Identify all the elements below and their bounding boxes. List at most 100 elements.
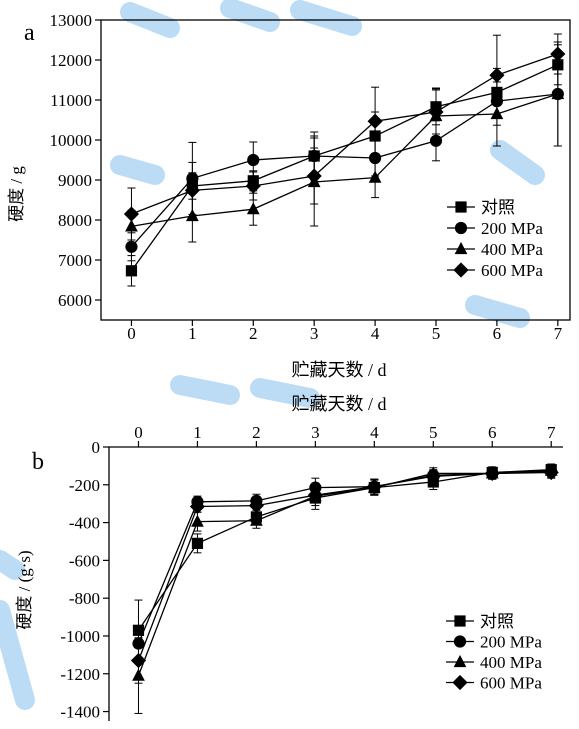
panel-b-x-tick-label: 1 — [193, 423, 202, 442]
panel-b-x-tick-label: 2 — [252, 423, 261, 442]
panel-b-600mpa-point — [543, 464, 559, 481]
panel-b-legend-600mpa: 600 MPa — [446, 674, 542, 693]
panel-a-legend-400mpa-marker — [454, 241, 468, 255]
panel-a-frame — [100, 19, 571, 321]
panel-b: b 硬度 / (g·s) 贮藏天数 / d 0 1 2 3 4 5 6 7 0 -200 -400 -… — [15, 394, 563, 722]
panel-b-control-point — [132, 624, 145, 636]
panel-a-x-tick-label: 2 — [249, 324, 258, 343]
panel-a-400mpa-point — [490, 106, 504, 120]
panel-b-400mpa-point — [191, 514, 204, 527]
panel-a-legend: 对照 200 MPa 400 MPa 600 MPa — [447, 198, 543, 280]
panel-b-600mpa-point — [425, 468, 441, 484]
panel-a-ticks: 0 1 2 3 4 5 6 7 6000 7000 8000 9000 10000 11000 12000 1… — [50, 11, 563, 343]
panel-b-legend-control-label: 对照 — [480, 612, 514, 631]
panel-a-legend-control-label: 对照 — [481, 198, 515, 217]
panel-b-y-tick-label: -1000 — [60, 627, 100, 646]
panel-a-y-tick-label: 13000 — [50, 11, 93, 30]
panel-b-600mpa-point — [248, 498, 264, 514]
panel-a-legend-200mpa: 200 MPa — [447, 219, 543, 238]
panel-b-x-tick-label: 0 — [134, 423, 143, 442]
panel-b-200mpa-point — [132, 637, 145, 650]
panel-a-legend-200mpa-marker — [454, 221, 468, 235]
panel-a-y-tick-label: 7000 — [58, 251, 92, 270]
panel-b-series-lines — [137, 469, 552, 676]
panel-a-legend-control: 对照 — [447, 198, 515, 217]
panel-b-x-tick-label: 6 — [488, 423, 497, 442]
panel-b-y-tick-label: -600 — [69, 551, 100, 570]
panel-b-x-tick-label: 4 — [370, 423, 379, 442]
panel-b-legend-400mpa-marker — [453, 654, 467, 668]
panel-a-control-point — [125, 265, 138, 277]
panel-b-y-tick-label: -1200 — [60, 665, 100, 684]
panel-a-y-tick-label: 9000 — [58, 171, 92, 190]
panel-a-400mpa-point — [368, 170, 382, 183]
panel-a-control-line — [130, 64, 559, 272]
panel-b-y-tick-label: -1400 — [60, 703, 100, 722]
panel-a-letter: a — [24, 20, 35, 46]
panel-a-200mpa-line — [130, 93, 558, 248]
panel-a-xlabel: 贮藏天数 / d — [291, 360, 386, 380]
panel-a-400mpa-point — [125, 219, 138, 232]
panel-a-legend-400mpa: 400 MPa — [447, 240, 543, 259]
panel-b-xlabel: 贮藏天数 / d — [291, 394, 386, 414]
panel-b-600mpa-point — [189, 498, 206, 515]
panel-b-600mpa-point — [307, 487, 323, 503]
panel-a-200mpa-point — [247, 153, 260, 167]
panel-b-y-tick-label: -400 — [69, 514, 100, 533]
panel-a-x-tick-label: 0 — [127, 324, 136, 343]
panel-a-y-tick-label: 6000 — [58, 291, 92, 310]
panel-b-legend-600mpa-label: 600 MPa — [480, 674, 542, 693]
panel-b-x-tick-label: 5 — [429, 423, 438, 442]
panel-a-legend-control-marker — [455, 201, 467, 213]
panel-b-legend-400mpa: 400 MPa — [446, 653, 542, 672]
panel-a-x-tick-label: 6 — [493, 324, 502, 343]
panel-b-legend-600mpa-marker — [452, 674, 468, 691]
panel-b-letter: b — [32, 449, 44, 475]
panel-a-x-tick-label: 3 — [310, 324, 319, 343]
panel-b-y-tick-label: -200 — [69, 476, 100, 495]
panel-a-600mpa-point — [306, 168, 322, 184]
panel-b-legend-200mpa: 200 MPa — [446, 633, 542, 652]
panel-a: a 硬度 / g 贮藏天数 / d 0 1 2 3 4 5 6 7 6000 7000 8000 90… — [7, 11, 571, 380]
panel-a-y-tick-label: 12000 — [50, 51, 93, 70]
panel-a-400mpa-point — [186, 208, 199, 222]
panel-a-600mpa-point — [550, 46, 566, 62]
panel-b-600mpa-point — [366, 479, 382, 495]
panel-b-400mpa-point — [250, 513, 263, 526]
panel-a-legend-200mpa-label: 200 MPa — [481, 219, 543, 238]
panel-a-600mpa-point — [489, 67, 505, 83]
panel-b-x-tick-label: 3 — [311, 423, 320, 442]
panel-b-400mpa-point — [132, 668, 145, 681]
panel-b-legend-200mpa-label: 200 MPa — [480, 633, 542, 652]
panel-a-200mpa-point — [368, 151, 382, 165]
panel-b-markers — [130, 463, 559, 681]
panel-a-x-tick-label: 1 — [188, 324, 197, 343]
panel-a-400mpa-point — [246, 202, 260, 215]
watermark-strokes — [0, 0, 545, 710]
panel-a-200mpa-point — [308, 149, 321, 163]
panel-a-legend-600mpa-marker — [453, 262, 469, 278]
panel-a-200mpa-point — [490, 95, 504, 108]
panel-b-legend-control: 对照 — [446, 612, 514, 631]
panel-b-600mpa-line — [137, 471, 552, 661]
panel-a-200mpa-point — [125, 240, 138, 253]
panel-b-600mpa-point — [130, 652, 147, 669]
panel-b-y-tick-label: 0 — [92, 438, 101, 457]
panel-b-control-line — [137, 469, 552, 631]
panel-a-ylabel: 硬度 / g — [7, 166, 26, 222]
panel-a-600mpa-point — [245, 178, 261, 194]
panel-a-200mpa-point — [186, 172, 199, 185]
panel-a-600mpa-point — [184, 182, 200, 198]
panel-a-600mpa-line — [131, 53, 559, 215]
panel-a-x-tick-label: 4 — [371, 324, 380, 343]
panel-a-400mpa-line — [131, 93, 559, 228]
panel-b-legend-400mpa-label: 400 MPa — [480, 653, 542, 672]
panel-a-x-tick-label: 7 — [554, 324, 563, 343]
panel-a-series-lines — [130, 53, 559, 272]
panel-a-x-tick-label: 5 — [432, 324, 441, 343]
panel-b-y-tick-label: -800 — [69, 589, 100, 608]
panel-a-legend-600mpa: 600 MPa — [447, 261, 543, 280]
panel-a-y-tick-label: 8000 — [58, 211, 92, 230]
